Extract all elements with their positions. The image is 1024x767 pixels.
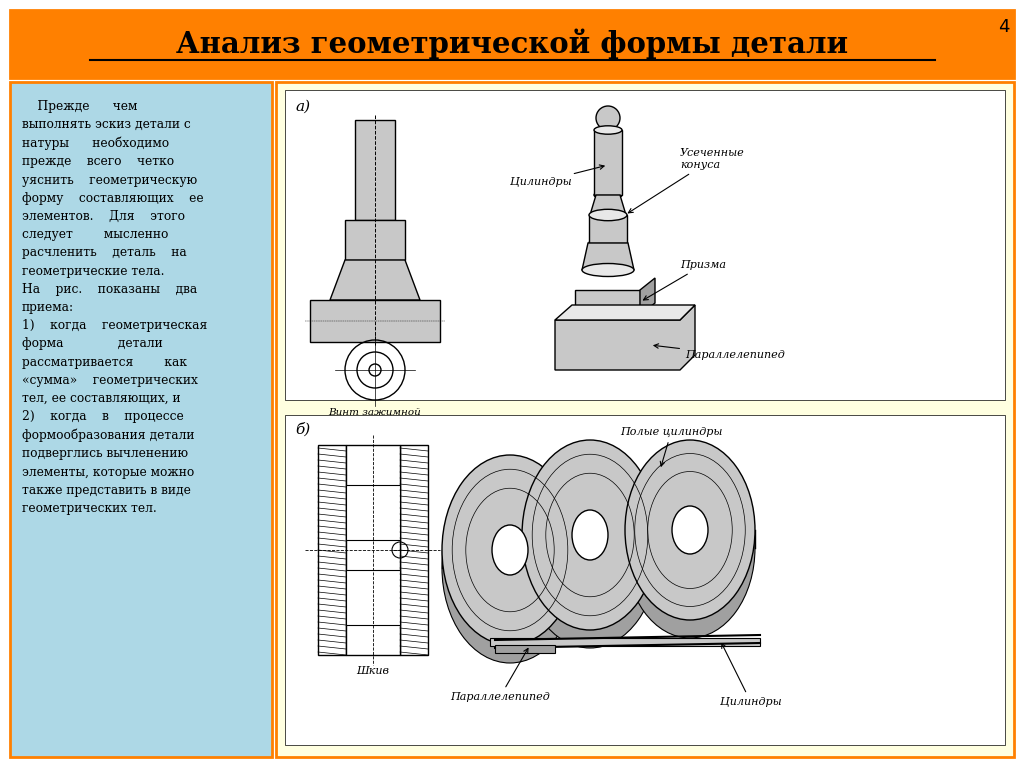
Ellipse shape bbox=[442, 473, 578, 663]
Text: Цилиндры: Цилиндры bbox=[510, 165, 604, 187]
Bar bbox=[346, 445, 400, 655]
Ellipse shape bbox=[594, 191, 622, 199]
Ellipse shape bbox=[442, 455, 578, 645]
Polygon shape bbox=[640, 278, 655, 315]
Text: Шкив: Шкив bbox=[356, 666, 389, 676]
Bar bbox=[285, 415, 1005, 745]
Polygon shape bbox=[590, 195, 626, 215]
Bar bbox=[495, 645, 555, 653]
Circle shape bbox=[596, 106, 620, 130]
Text: Параллелепипед: Параллелепипед bbox=[654, 344, 784, 360]
Bar bbox=[400, 445, 428, 655]
Polygon shape bbox=[330, 260, 420, 300]
Bar bbox=[346, 570, 400, 625]
Ellipse shape bbox=[522, 458, 658, 648]
Bar bbox=[276, 82, 1014, 757]
Text: Призма: Призма bbox=[643, 260, 726, 300]
Bar bbox=[310, 300, 440, 342]
Bar bbox=[345, 220, 406, 260]
Ellipse shape bbox=[625, 458, 755, 638]
Text: Прежде      чем
выполнять эскиз детали с
натуры      необходимо
прежде    всего : Прежде чем выполнять эскиз детали с нату… bbox=[22, 100, 208, 515]
Bar bbox=[10, 82, 272, 757]
Bar bbox=[355, 120, 395, 220]
Polygon shape bbox=[555, 305, 695, 320]
Bar bbox=[594, 130, 622, 195]
Bar bbox=[10, 10, 1014, 78]
Ellipse shape bbox=[594, 126, 622, 134]
Bar bbox=[285, 90, 1005, 400]
Ellipse shape bbox=[625, 440, 755, 620]
Text: а): а) bbox=[295, 100, 310, 114]
Ellipse shape bbox=[589, 237, 627, 249]
Text: б): б) bbox=[295, 422, 310, 436]
Ellipse shape bbox=[672, 506, 708, 554]
Ellipse shape bbox=[522, 440, 658, 630]
Text: Усеченные
конуса: Усеченные конуса bbox=[629, 148, 744, 212]
Bar bbox=[318, 445, 346, 655]
Bar bbox=[490, 638, 760, 646]
Polygon shape bbox=[582, 243, 634, 270]
Text: Полые цилиндры: Полые цилиндры bbox=[620, 427, 722, 466]
Text: Винт зажимной: Винт зажимной bbox=[329, 408, 421, 417]
Ellipse shape bbox=[572, 510, 608, 560]
Text: Анализ геометрической формы детали: Анализ геометрической формы детали bbox=[176, 28, 848, 59]
Ellipse shape bbox=[492, 525, 528, 575]
Ellipse shape bbox=[589, 209, 627, 221]
Polygon shape bbox=[555, 305, 695, 370]
Text: Параллелепипед: Параллелепипед bbox=[450, 648, 550, 702]
Bar bbox=[589, 215, 627, 243]
Text: 4: 4 bbox=[998, 18, 1010, 36]
Bar bbox=[346, 485, 400, 540]
Text: Цилиндры: Цилиндры bbox=[720, 644, 781, 707]
Ellipse shape bbox=[582, 264, 634, 276]
Polygon shape bbox=[575, 290, 640, 315]
